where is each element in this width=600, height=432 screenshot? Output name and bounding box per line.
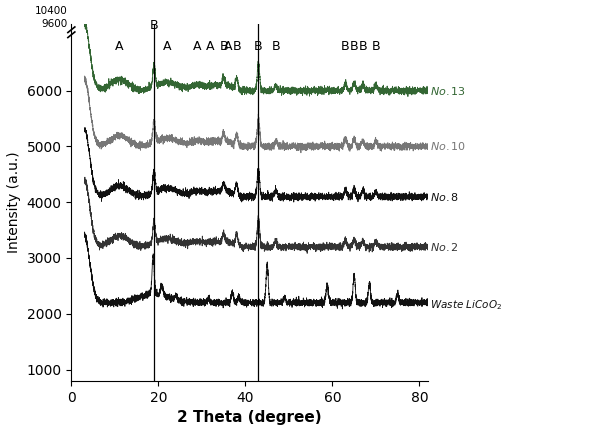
- Text: B: B: [359, 40, 367, 53]
- Text: B: B: [150, 19, 158, 32]
- Text: B: B: [232, 40, 241, 53]
- Text: B: B: [371, 40, 380, 53]
- Text: 9600: 9600: [41, 19, 68, 29]
- X-axis label: 2 Theta (degree): 2 Theta (degree): [178, 410, 322, 425]
- Text: B: B: [272, 40, 280, 53]
- Text: A: A: [193, 40, 202, 53]
- Text: A: A: [115, 40, 124, 53]
- Text: $\it{No.10}$: $\it{No.10}$: [430, 140, 467, 152]
- Text: $\it{No.2}$: $\it{No.2}$: [430, 241, 459, 253]
- Text: $\it{No.13}$: $\it{No.13}$: [430, 85, 466, 97]
- Text: B: B: [220, 40, 228, 53]
- Text: 10400: 10400: [35, 6, 68, 16]
- Text: A: A: [224, 40, 232, 53]
- Text: B: B: [350, 40, 358, 53]
- Text: $\it{Waste\ LiCoO_2}$: $\it{Waste\ LiCoO_2}$: [430, 299, 502, 312]
- Text: A: A: [206, 40, 215, 53]
- Text: A: A: [163, 40, 172, 53]
- Text: B: B: [254, 40, 263, 53]
- Y-axis label: Intensity (a.u.): Intensity (a.u.): [7, 151, 21, 253]
- Text: $\it{No.8}$: $\it{No.8}$: [430, 191, 460, 203]
- Text: B: B: [341, 40, 350, 53]
